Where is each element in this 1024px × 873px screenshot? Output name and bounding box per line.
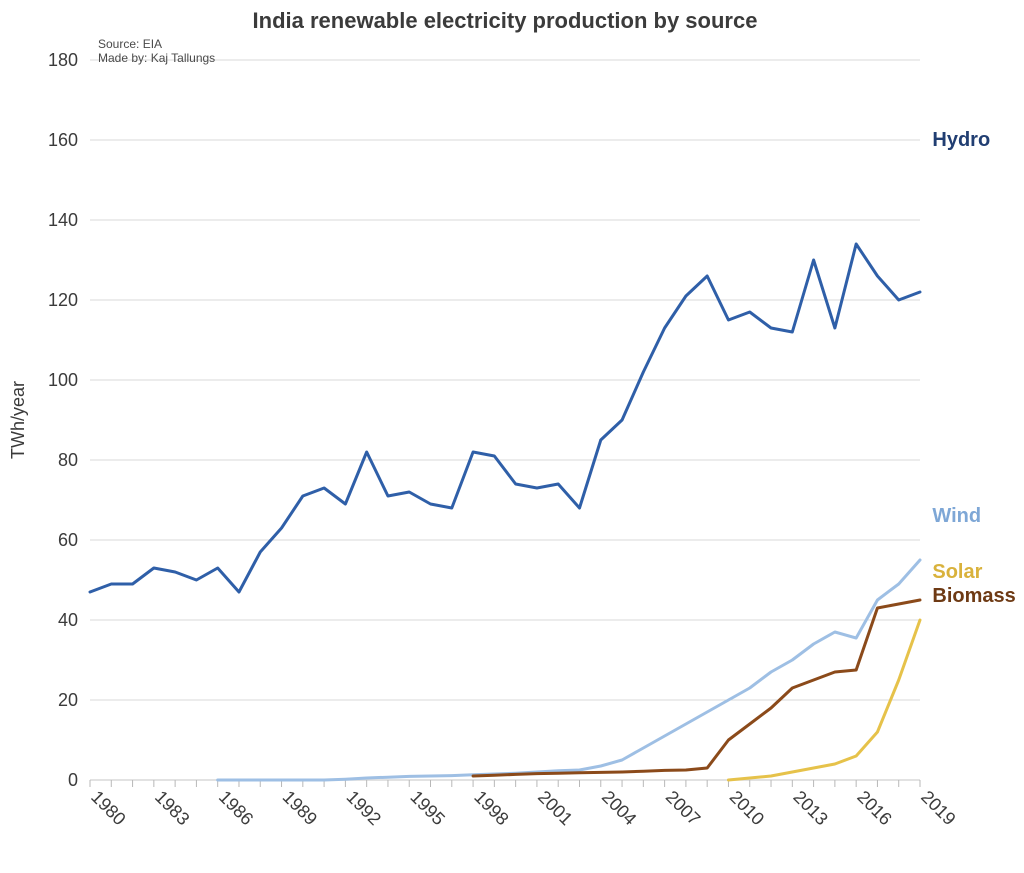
chart-svg: 0204060801001201401601801980198319861989… [0,0,1024,873]
y-tick-label: 0 [68,770,78,790]
y-tick-label: 40 [58,610,78,630]
chart-title: India renewable electricity production b… [253,8,758,33]
series-label-solar: Solar [932,561,982,583]
y-tick-label: 100 [48,370,78,390]
y-tick-label: 180 [48,50,78,70]
y-tick-label: 120 [48,290,78,310]
y-tick-label: 60 [58,530,78,550]
series-label-hydro: Hydro [932,129,990,151]
y-tick-label: 160 [48,130,78,150]
y-tick-label: 140 [48,210,78,230]
chart-attribution: Source: EIA [98,37,162,51]
series-label-wind: Wind [932,505,981,527]
y-axis-label: TWh/year [8,381,28,459]
y-tick-label: 80 [58,450,78,470]
chart-container: 0204060801001201401601801980198319861989… [0,0,1024,873]
chart-attribution: Made by: Kaj Tallungs [98,51,215,65]
series-label-biomass: Biomass [932,585,1015,607]
y-tick-label: 20 [58,690,78,710]
